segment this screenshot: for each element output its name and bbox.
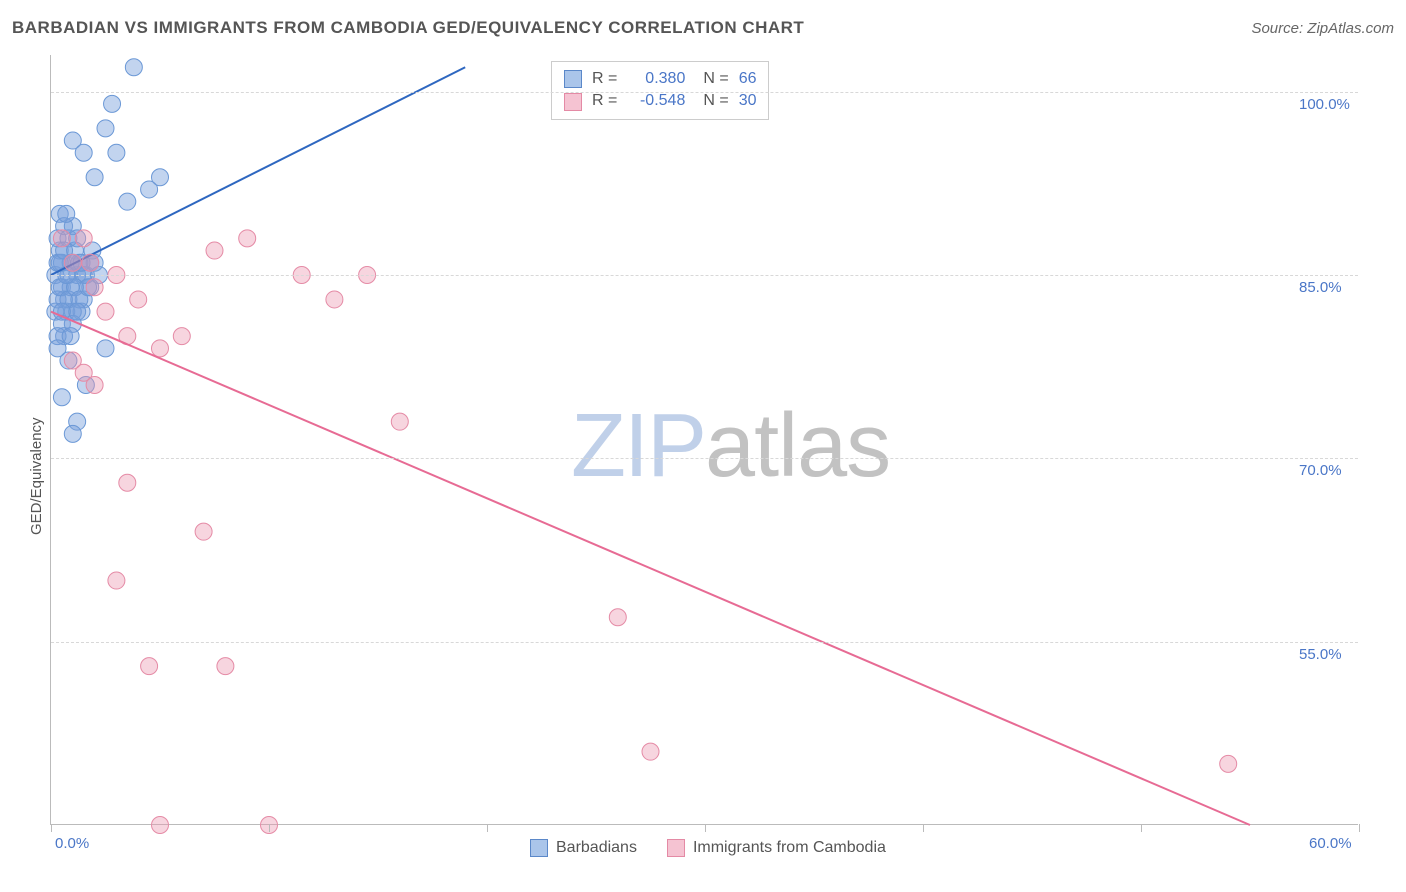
data-point-series-1 <box>217 658 234 675</box>
data-point-series-0 <box>119 193 136 210</box>
data-point-series-0 <box>108 144 125 161</box>
data-point-series-1 <box>173 328 190 345</box>
stats-r-value-1: -0.548 <box>627 90 685 112</box>
stats-r-label-0: R = <box>592 68 617 90</box>
swatch-series-0 <box>564 70 582 88</box>
data-point-series-0 <box>69 303 86 320</box>
bottom-legend-item-0: Barbadians <box>530 839 637 857</box>
source-label: Source: ZipAtlas.com <box>1251 20 1394 37</box>
data-point-series-1 <box>195 523 212 540</box>
stats-legend: R = 0.380 N = 66 R = -0.548 N = 30 <box>551 61 769 120</box>
data-point-series-1 <box>152 340 169 357</box>
x-tick-label: 60.0% <box>1309 835 1352 852</box>
y-tick-label: 55.0% <box>1299 646 1342 663</box>
data-point-series-1 <box>86 279 103 296</box>
data-point-series-1 <box>1220 755 1237 772</box>
data-point-series-1 <box>108 572 125 589</box>
data-point-series-0 <box>86 169 103 186</box>
data-point-series-1 <box>53 230 70 247</box>
data-point-series-1 <box>119 474 136 491</box>
gridline-h <box>51 92 1358 93</box>
data-point-series-0 <box>104 95 121 112</box>
bottom-legend-label-0: Barbadians <box>556 839 637 857</box>
y-tick-label: 70.0% <box>1299 462 1342 479</box>
chart-svg <box>51 55 1359 825</box>
x-tick-label: 0.0% <box>55 835 89 852</box>
swatch-bottom-1 <box>667 839 685 857</box>
stats-legend-row-1: R = -0.548 N = 30 <box>564 90 756 112</box>
data-point-series-0 <box>97 120 114 137</box>
data-point-series-0 <box>152 169 169 186</box>
swatch-bottom-0 <box>530 839 548 857</box>
x-tick <box>1359 824 1360 832</box>
data-point-series-1 <box>82 254 99 271</box>
swatch-series-1 <box>564 93 582 111</box>
chart-title: BARBADIAN VS IMMIGRANTS FROM CAMBODIA GE… <box>12 18 804 38</box>
data-point-series-1 <box>391 413 408 430</box>
x-tick <box>705 824 706 832</box>
data-point-series-0 <box>97 340 114 357</box>
x-tick <box>51 824 52 832</box>
data-point-series-1 <box>75 230 92 247</box>
data-point-series-1 <box>239 230 256 247</box>
data-point-series-0 <box>75 144 92 161</box>
stats-r-value-0: 0.380 <box>627 68 685 90</box>
gridline-h <box>51 458 1358 459</box>
data-point-series-1 <box>64 254 81 271</box>
plot-wrap: GED/Equivalency ZIPatlas R = 0.380 N = 6… <box>50 55 1390 825</box>
bottom-legend-item-1: Immigrants from Cambodia <box>667 839 886 857</box>
stats-n-label-0: N = <box>703 68 728 90</box>
y-tick-label: 85.0% <box>1299 279 1342 296</box>
data-point-series-0 <box>64 425 81 442</box>
x-tick <box>1141 824 1142 832</box>
x-tick <box>923 824 924 832</box>
data-point-series-1 <box>130 291 147 308</box>
stats-n-value-1: 30 <box>739 90 757 112</box>
data-point-series-1 <box>86 377 103 394</box>
stats-legend-row-0: R = 0.380 N = 66 <box>564 68 756 90</box>
data-point-series-1 <box>141 658 158 675</box>
stats-r-label-1: R = <box>592 90 617 112</box>
bottom-legend-label-1: Immigrants from Cambodia <box>693 839 886 857</box>
data-point-series-1 <box>206 242 223 259</box>
data-point-series-1 <box>152 817 169 834</box>
data-point-series-0 <box>53 389 70 406</box>
data-point-series-1 <box>97 303 114 320</box>
x-tick <box>269 824 270 832</box>
data-point-series-0 <box>125 59 142 76</box>
bottom-legend: Barbadians Immigrants from Cambodia <box>530 839 886 857</box>
gridline-h <box>51 642 1358 643</box>
y-axis-title: GED/Equivalency <box>28 417 45 535</box>
data-point-series-1 <box>642 743 659 760</box>
gridline-h <box>51 275 1358 276</box>
y-tick-label: 100.0% <box>1299 96 1350 113</box>
data-point-series-1 <box>326 291 343 308</box>
data-point-series-0 <box>62 328 79 345</box>
data-point-series-0 <box>58 205 75 222</box>
x-tick <box>487 824 488 832</box>
stats-n-label-1: N = <box>703 90 728 112</box>
stats-n-value-0: 66 <box>739 68 757 90</box>
chart-header: BARBADIAN VS IMMIGRANTS FROM CAMBODIA GE… <box>12 18 1394 38</box>
data-point-series-1 <box>609 609 626 626</box>
data-point-series-0 <box>53 303 70 320</box>
plot-area: ZIPatlas R = 0.380 N = 66 R = -0.548 N =… <box>50 55 1358 825</box>
